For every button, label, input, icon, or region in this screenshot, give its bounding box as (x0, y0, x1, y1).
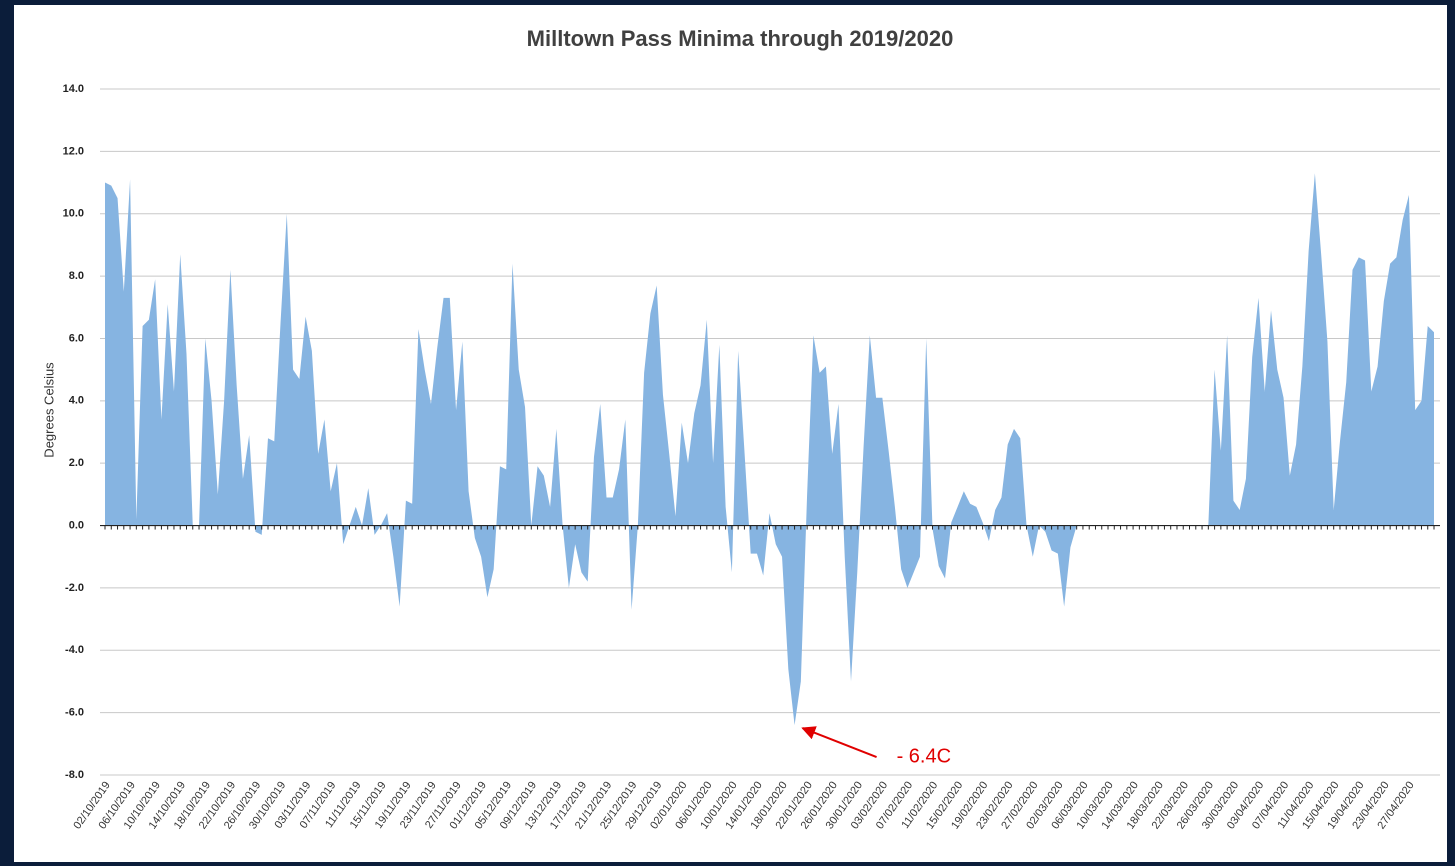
annotation-arrow (801, 726, 877, 759)
y-tick-label: -2.0 (65, 582, 84, 594)
y-tick-label: -4.0 (65, 644, 84, 656)
y-tick-label: 8.0 (69, 270, 84, 282)
annotation-text: - 6.4C (897, 745, 951, 767)
y-tick-label: 10.0 (63, 208, 84, 220)
y-tick-label: -6.0 (65, 707, 84, 719)
y-tick-label: 2.0 (69, 457, 84, 469)
chart-panel (14, 5, 1447, 862)
y-tick-label: 6.0 (69, 332, 84, 344)
y-tick-label: 12.0 (63, 145, 84, 157)
y-tick-label: 0.0 (69, 519, 84, 531)
chart-title: Milltown Pass Minima through 2019/2020 (527, 26, 954, 51)
y-tick-label: -8.0 (65, 769, 84, 781)
y-axis-label: Degrees Celsius (41, 362, 56, 458)
y-tick-label: 14.0 (63, 83, 84, 95)
y-tick-label: 4.0 (69, 395, 84, 407)
